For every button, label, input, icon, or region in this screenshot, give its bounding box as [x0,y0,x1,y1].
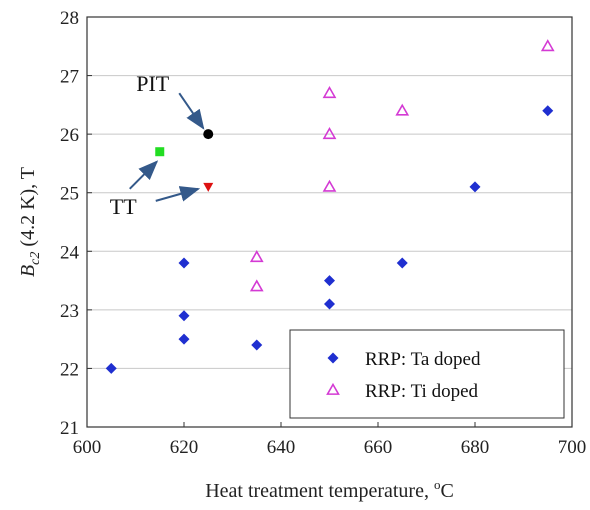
data-point [324,181,335,191]
data-point [251,252,262,262]
x-tick-label: 640 [267,437,296,458]
pit-arrow [179,93,203,128]
tt-arrow-green [130,162,157,189]
data-point [397,258,408,269]
y-tick-label: 21 [60,418,79,439]
data-point [542,105,553,116]
x-tick-label: 600 [73,437,102,458]
legend-label: RRP: Ti doped [365,381,478,402]
x-tick-label: 680 [461,437,490,458]
legend-box [290,330,564,418]
data-point [251,340,262,351]
legend-label: RRP: Ta doped [365,349,481,370]
data-point [397,105,408,115]
tt-annotation-label: TT [110,194,137,219]
data-point [106,363,117,374]
data-point [179,310,190,321]
tt-red-point [203,183,213,192]
data-point [470,181,481,192]
grid-lines [87,76,572,369]
x-tick-label: 660 [364,437,393,458]
y-axis-title: Bc2 (4.2 K), T [17,167,43,277]
y-tick-label: 22 [60,359,79,380]
y-tick-label: 23 [60,301,79,322]
x-tick-label: 620 [170,437,199,458]
data-points [106,41,554,374]
data-point [251,281,262,291]
data-point [324,275,335,286]
y-tick-label: 26 [60,125,79,146]
y-tick-label: 28 [60,8,79,29]
tt-green-point [155,147,164,156]
pit-point [203,129,213,139]
y-tick-label: 27 [60,67,79,88]
data-point [324,129,335,139]
pit-annotation-label: PIT [136,71,170,96]
tt-arrow-red [156,189,199,201]
x-axis-title: Heat treatment temperature, oC [205,477,454,502]
data-point [324,299,335,310]
data-point [542,41,553,51]
data-point [324,88,335,98]
data-point [179,258,190,269]
legend: RRP: Ta doped RRP: Ti doped [290,330,564,418]
y-tick-label: 24 [60,242,80,263]
data-point [179,334,190,345]
annotations: PIT TT [110,71,204,219]
x-tick-label: 700 [558,437,587,458]
y-tick-label: 25 [60,184,79,205]
